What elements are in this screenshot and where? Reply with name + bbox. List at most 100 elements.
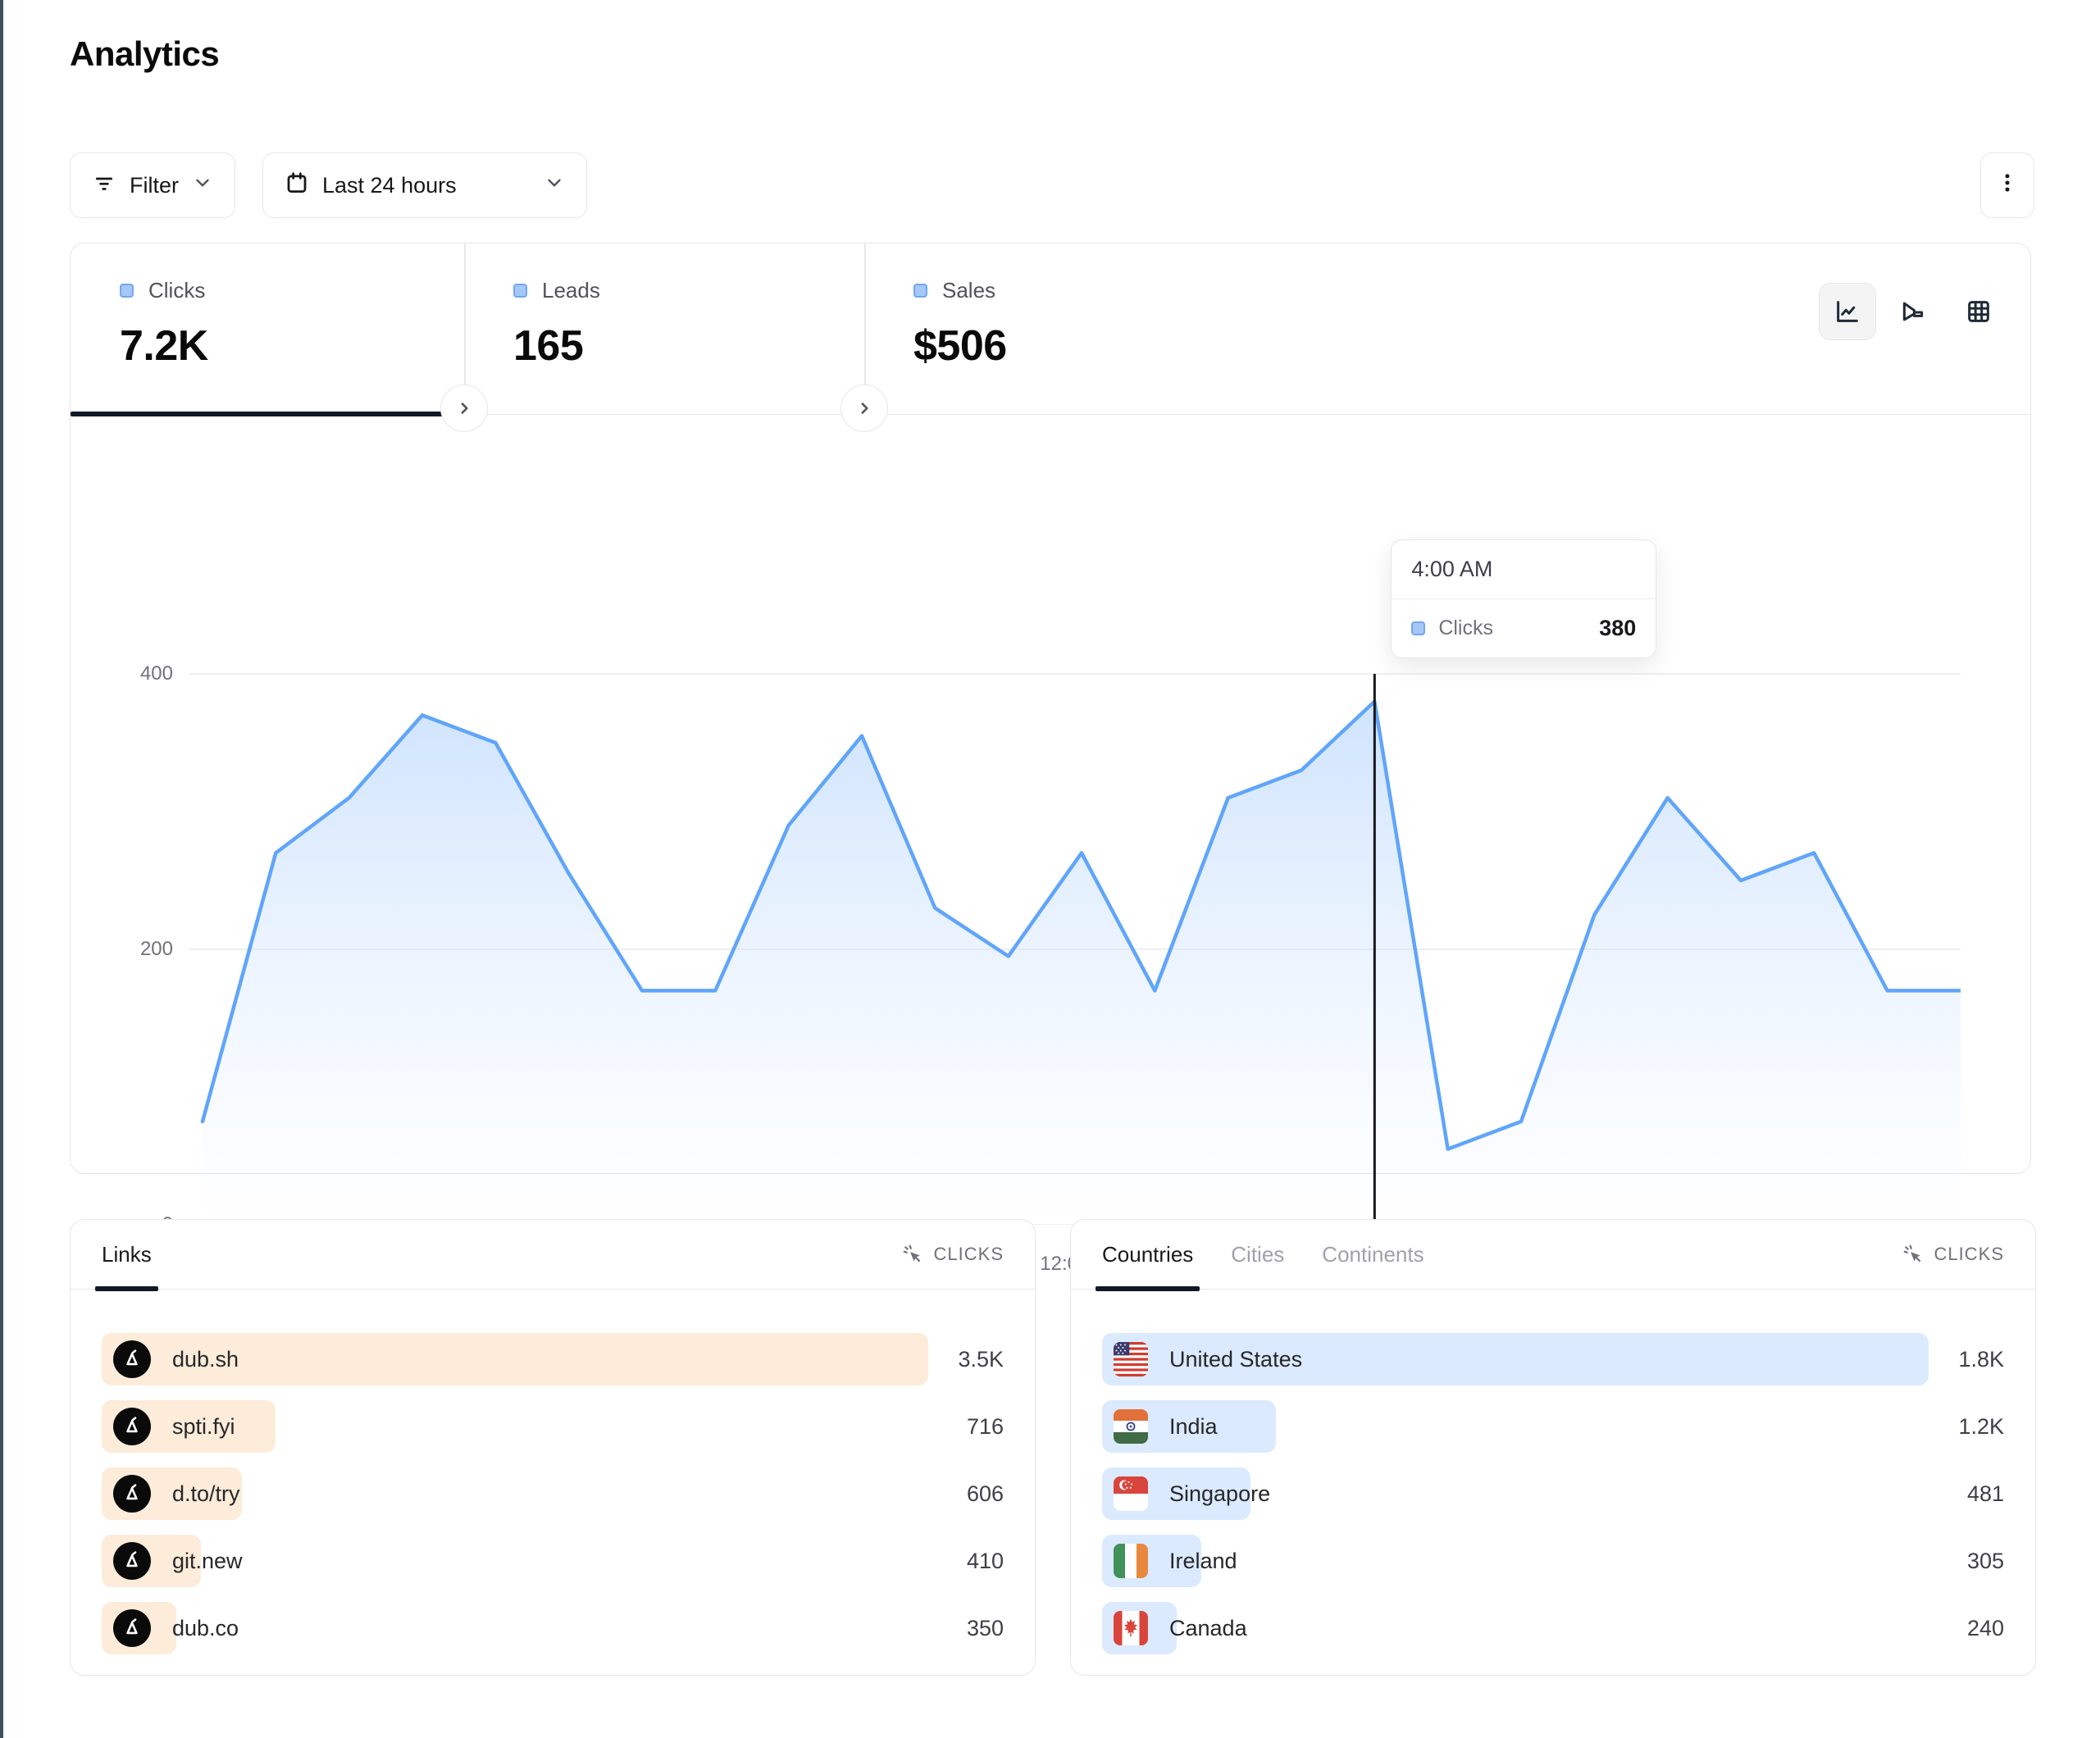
window-edge-strip: [0, 0, 3, 1738]
tab-leads[interactable]: Leads 165: [464, 243, 864, 415]
row-label: Ireland: [1169, 1548, 1237, 1573]
row-value: 350: [966, 1615, 1004, 1640]
line-chart-icon: [1837, 301, 1858, 322]
dub-logo-icon: [113, 1609, 151, 1647]
tab-cities[interactable]: Cities: [1231, 1241, 1285, 1267]
in-flag-icon: [1114, 1409, 1148, 1444]
row-label: United States: [1169, 1346, 1303, 1372]
expand-leads-button[interactable]: [440, 384, 488, 432]
active-tab-indicator: [71, 412, 464, 416]
stat-value: $506: [913, 322, 1007, 370]
row-value: 3.5K: [958, 1346, 1004, 1372]
page-title: Analytics: [70, 34, 220, 73]
kebab-menu-icon: [1995, 171, 2020, 201]
stat-label: Leads: [542, 278, 600, 303]
row-label: Canada: [1169, 1615, 1247, 1640]
stat-label: Clicks: [148, 278, 206, 303]
row-value: 305: [1966, 1548, 2004, 1573]
row-value: 481: [1966, 1481, 2004, 1506]
row-bar: [1102, 1333, 1929, 1385]
row-value: 410: [966, 1548, 1004, 1573]
ca-flag-icon: [1114, 1611, 1148, 1645]
row-label: git.new: [172, 1548, 243, 1573]
tab-countries[interactable]: Countries: [1095, 1220, 1200, 1291]
tooltip-series-label: Clicks: [1438, 616, 1493, 639]
expand-sales-button[interactable]: [840, 384, 888, 432]
date-range-button[interactable]: Last 24 hours: [262, 152, 587, 218]
countries-metric-label: CLICKS: [1934, 1244, 2004, 1264]
table-row[interactable]: Canada 240: [1102, 1602, 2004, 1654]
table-row[interactable]: India 1.2K: [1102, 1400, 2004, 1453]
row-value: 606: [966, 1481, 1004, 1506]
row-value: 240: [1966, 1615, 2004, 1640]
tab-continents[interactable]: Continents: [1322, 1241, 1424, 1267]
row-label: India: [1169, 1413, 1218, 1439]
leads-legend-square-icon: [513, 284, 527, 298]
chart-view-toggle: [1819, 283, 2007, 340]
filter-icon: [92, 171, 116, 201]
row-value: 1.2K: [1958, 1413, 2004, 1439]
line-chart-view-button[interactable]: [1819, 283, 1876, 340]
calendar-icon: [285, 171, 309, 201]
table-row[interactable]: dub.co 350: [102, 1602, 1004, 1654]
links-metric-header[interactable]: CLICKS: [901, 1243, 1004, 1266]
y-tick-label: 400: [139, 662, 173, 685]
tab-sales[interactable]: Sales $506: [864, 243, 1274, 415]
sg-flag-icon: [1114, 1476, 1148, 1511]
chevron-right-icon: [461, 403, 468, 414]
row-bar: [102, 1333, 928, 1385]
table-row[interactable]: Ireland 305: [1102, 1535, 2004, 1587]
stats-tab-row: Clicks 7.2K Leads 165 Sales $506: [71, 243, 2030, 432]
sales-legend-square-icon: [913, 284, 927, 298]
row-label: spti.fyi: [172, 1413, 235, 1439]
tab-clicks[interactable]: Clicks 7.2K: [71, 243, 464, 416]
funnel-view-button[interactable]: [1884, 283, 1942, 340]
clicks-time-series-chart[interactable]: 0200400 4:00 PM8:00 PM12:00 AM4:00 AM8:0…: [71, 415, 2032, 1275]
filter-button[interactable]: Filter: [70, 152, 235, 218]
analytics-card: Clicks 7.2K Leads 165 Sales $506: [70, 243, 2032, 1275]
y-tick-label: 200: [139, 938, 173, 960]
table-row[interactable]: git.new 410: [102, 1535, 1004, 1587]
funnel-icon: [1902, 302, 1924, 321]
stat-value: 7.2K: [120, 322, 208, 370]
table-row[interactable]: Singapore 481: [1102, 1467, 2004, 1520]
area-fill: [203, 701, 1961, 1225]
series-line: [200, 699, 1961, 1151]
chevron-down-icon: [544, 172, 565, 199]
table-view-button[interactable]: [1950, 283, 2007, 340]
us-flag-icon: [1114, 1342, 1148, 1376]
chevron-down-icon: [192, 172, 213, 199]
row-value: 1.8K: [1958, 1346, 2004, 1372]
stat-value: 165: [513, 322, 584, 370]
row-value: 716: [966, 1413, 1004, 1439]
table-row[interactable]: spti.fyi 716: [102, 1400, 1004, 1453]
tab-links[interactable]: Links: [95, 1220, 158, 1291]
row-label: dub.co: [172, 1615, 239, 1640]
tooltip-time: 4:00 AM: [1392, 540, 1656, 599]
stat-label: Sales: [942, 278, 996, 303]
chart-plot[interactable]: [189, 664, 1961, 1225]
row-label: dub.sh: [172, 1346, 239, 1372]
clicks-legend-square-icon: [120, 284, 134, 298]
countries-panel: Countries Cities Continents CLICKS Unite…: [1070, 1219, 2036, 1676]
links-metric-label: CLICKS: [933, 1244, 1004, 1264]
more-options-button[interactable]: [1980, 152, 2034, 218]
table-row[interactable]: United States 1.8K: [1102, 1333, 2004, 1385]
table-row[interactable]: d.to/try 606: [102, 1467, 1004, 1520]
ie-flag-icon: [1114, 1544, 1148, 1578]
cursor-click-icon: [903, 1244, 920, 1263]
table-row[interactable]: dub.sh 3.5K: [102, 1333, 1004, 1385]
grid-icon: [1968, 301, 1989, 322]
links-panel: Links CLICKS dub.sh 3.5K spti.fyi 716 d.to/t…: [70, 1219, 1036, 1676]
dub-logo-icon: [113, 1542, 151, 1580]
date-range-label: Last 24 hours: [322, 172, 457, 198]
dub-logo-icon: [113, 1340, 151, 1378]
row-label: d.to/try: [172, 1481, 240, 1506]
row-label: Singapore: [1169, 1481, 1271, 1506]
countries-metric-header[interactable]: CLICKS: [1902, 1243, 2004, 1266]
cursor-click-icon: [1903, 1244, 1920, 1263]
tooltip-legend-square-icon: [1411, 621, 1426, 635]
filter-button-label: Filter: [130, 172, 179, 198]
chart-tooltip: 4:00 AM Clicks 380: [1391, 539, 1657, 658]
dub-logo-icon: [113, 1475, 151, 1513]
